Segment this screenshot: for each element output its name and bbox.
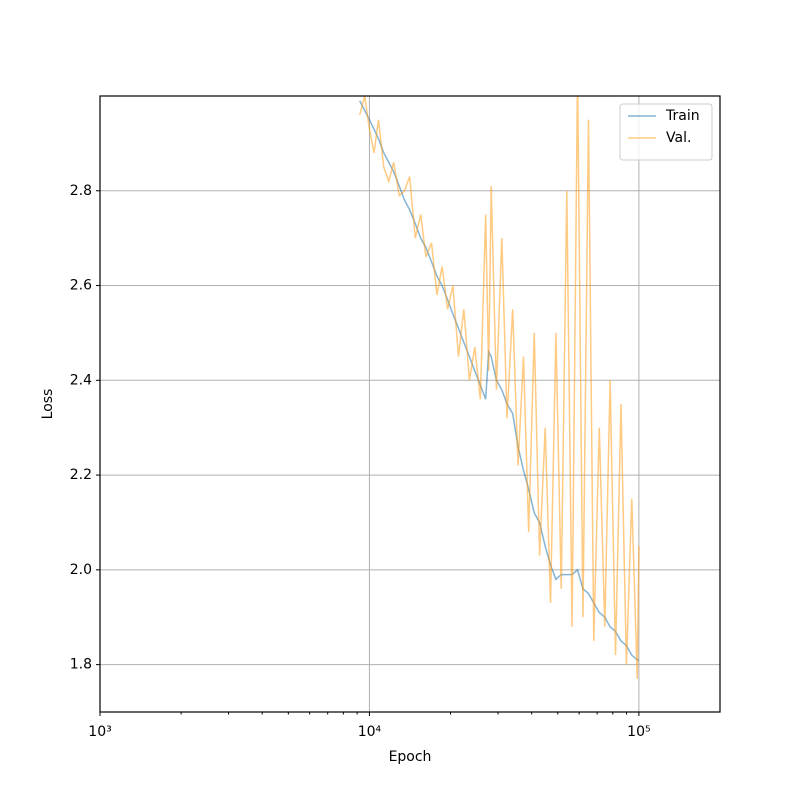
axes: 10³ 10⁴ 10⁵ 1.8 2.0 2.2 2.4 2.6 2.8 [70, 183, 651, 740]
y-axis-label: Loss [40, 389, 56, 420]
y-tick-label: 2.2 [70, 467, 92, 483]
y-tick-label: 2.0 [70, 562, 92, 578]
y-tick-label: 2.8 [70, 183, 92, 199]
y-tick-label: 2.4 [70, 372, 92, 388]
x-tick-label: 10⁴ [358, 724, 382, 740]
x-tick-label: 10⁵ [627, 724, 650, 740]
plot-area [358, 96, 640, 679]
legend: Train Val. [619, 103, 713, 161]
series-line [358, 96, 640, 679]
y-tick-label: 2.6 [70, 278, 92, 294]
x-axis-label: Epoch [389, 749, 432, 765]
x-tick-label: 10³ [88, 724, 111, 740]
plot-frame [99, 95, 721, 713]
y-tick-label: 1.8 [70, 657, 92, 673]
legend-box [619, 103, 713, 161]
legend-label: Train [665, 108, 700, 124]
legend-label: Val. [666, 130, 691, 146]
